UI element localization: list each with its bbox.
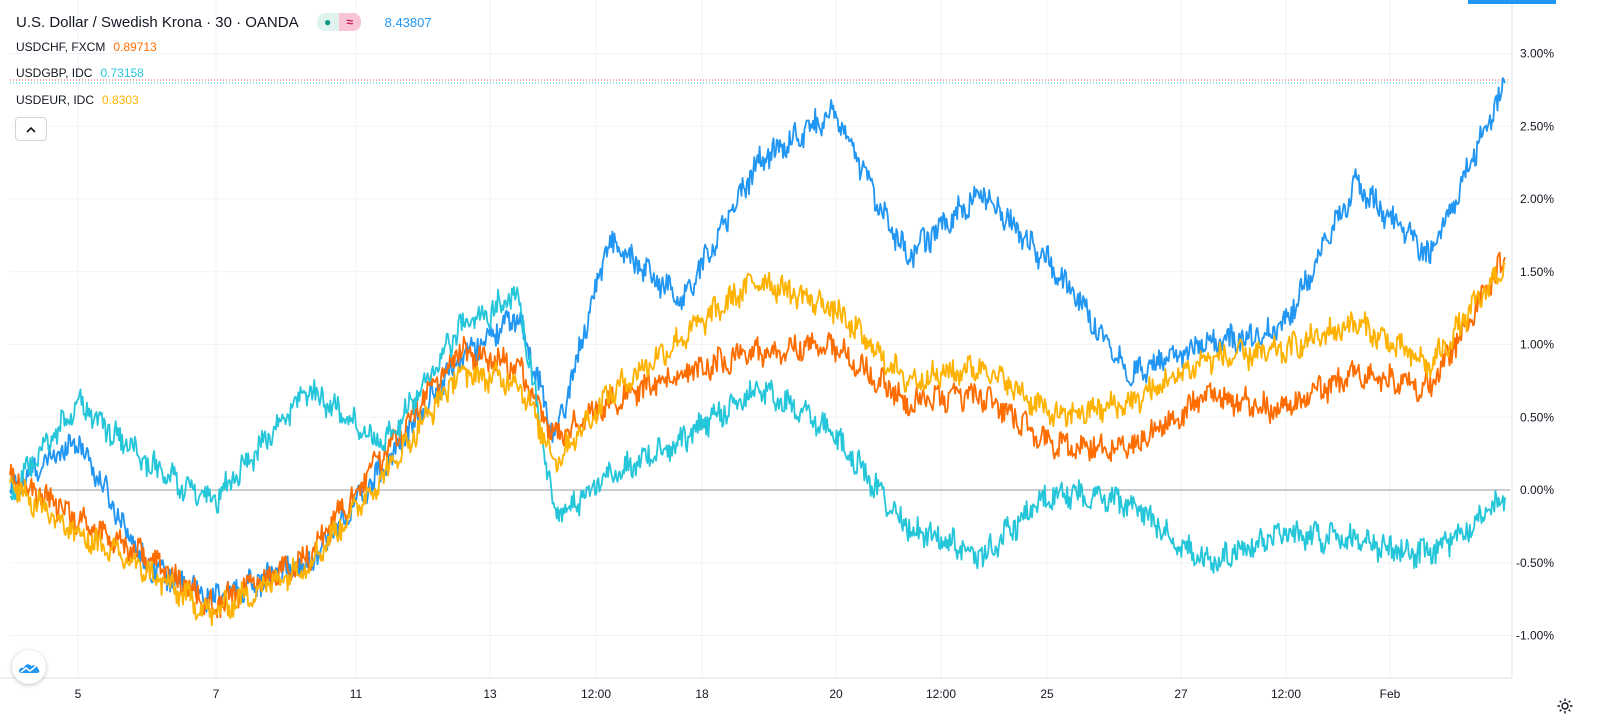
x-tick-label: 25 <box>1040 687 1054 701</box>
legend-row-usdgbp[interactable]: USDGBP, IDC 0.73158 <box>16 66 144 80</box>
x-tick-label: 11 <box>350 687 363 701</box>
series-line-1[interactable] <box>9 251 1506 619</box>
market-live-icon: ● <box>316 13 339 31</box>
symbol-title[interactable]: U.S. Dollar / Swedish Krona · 30 · OANDA <box>16 13 299 31</box>
chevron-up-icon <box>26 126 36 133</box>
chart-grid <box>10 0 1512 678</box>
legend-symbol[interactable]: USDGBP, IDC <box>16 66 93 80</box>
tradingview-logo-button[interactable] <box>12 650 46 684</box>
y-tick-label: 2.00% <box>1520 192 1554 206</box>
y-tick-label: 0.00% <box>1520 483 1554 497</box>
legend-row-usdeur[interactable]: USDEUR, IDC 0.8303 <box>16 93 139 107</box>
y-tick-label: -0.50% <box>1516 556 1554 570</box>
y-tick-label: -1.00% <box>1516 629 1554 643</box>
x-tick-label: 20 <box>829 687 843 701</box>
x-tick-label: 12:00 <box>1271 687 1301 701</box>
y-tick-label: 1.00% <box>1520 338 1554 352</box>
legend-value: 0.8303 <box>102 93 139 107</box>
x-tick-label: 12:00 <box>581 687 611 701</box>
x-tick-label: Feb <box>1380 687 1401 701</box>
x-tick-label: 5 <box>75 687 82 701</box>
data-delay-icon: ≈ <box>338 13 361 31</box>
chart-settings-button[interactable] <box>1556 697 1574 718</box>
series-layer <box>9 77 1506 627</box>
collapse-legend-button[interactable] <box>15 117 47 141</box>
legend-row-usdchf[interactable]: USDCHF, FXCM 0.89713 <box>16 40 157 54</box>
price-scale-marker <box>1468 0 1556 4</box>
y-tick-label: 1.50% <box>1520 265 1554 279</box>
y-tick-label: 0.50% <box>1520 410 1554 424</box>
x-tick-label: 13 <box>483 687 497 701</box>
y-tick-label: 3.00% <box>1520 47 1554 61</box>
y-tick-label: 2.50% <box>1520 119 1554 133</box>
x-tick-label: 27 <box>1174 687 1188 701</box>
series-line-0[interactable] <box>9 77 1506 613</box>
legend-symbol[interactable]: USDCHF, FXCM <box>16 40 106 54</box>
time-axis[interactable]: 5 7 11 13 12:00 18 20 12:00 25 27 12:00 Feb <box>75 687 1401 701</box>
series-line-2[interactable] <box>9 285 1506 574</box>
legend-value: 0.89713 <box>113 40 157 54</box>
legend-value: 0.73158 <box>100 66 144 80</box>
market-status-pill[interactable]: ● ≈ <box>316 13 361 31</box>
legend-symbol[interactable]: USDEUR, IDC <box>16 93 95 107</box>
last-value: 8.43807 <box>384 14 432 30</box>
tradingview-cloud-icon <box>19 664 40 673</box>
gear-icon <box>1557 698 1573 714</box>
series-line-3[interactable] <box>9 262 1506 627</box>
x-tick-label: 18 <box>695 687 709 701</box>
legend-main-row[interactable]: U.S. Dollar / Swedish Krona · 30 · OANDA… <box>16 13 432 31</box>
price-axis[interactable]: 3.00% 2.50% 2.00% 1.50% 1.00% 0.50% 0.00% -0.50… <box>1516 47 1554 643</box>
x-tick-label: 12:00 <box>926 687 956 701</box>
x-tick-label: 7 <box>213 687 220 701</box>
